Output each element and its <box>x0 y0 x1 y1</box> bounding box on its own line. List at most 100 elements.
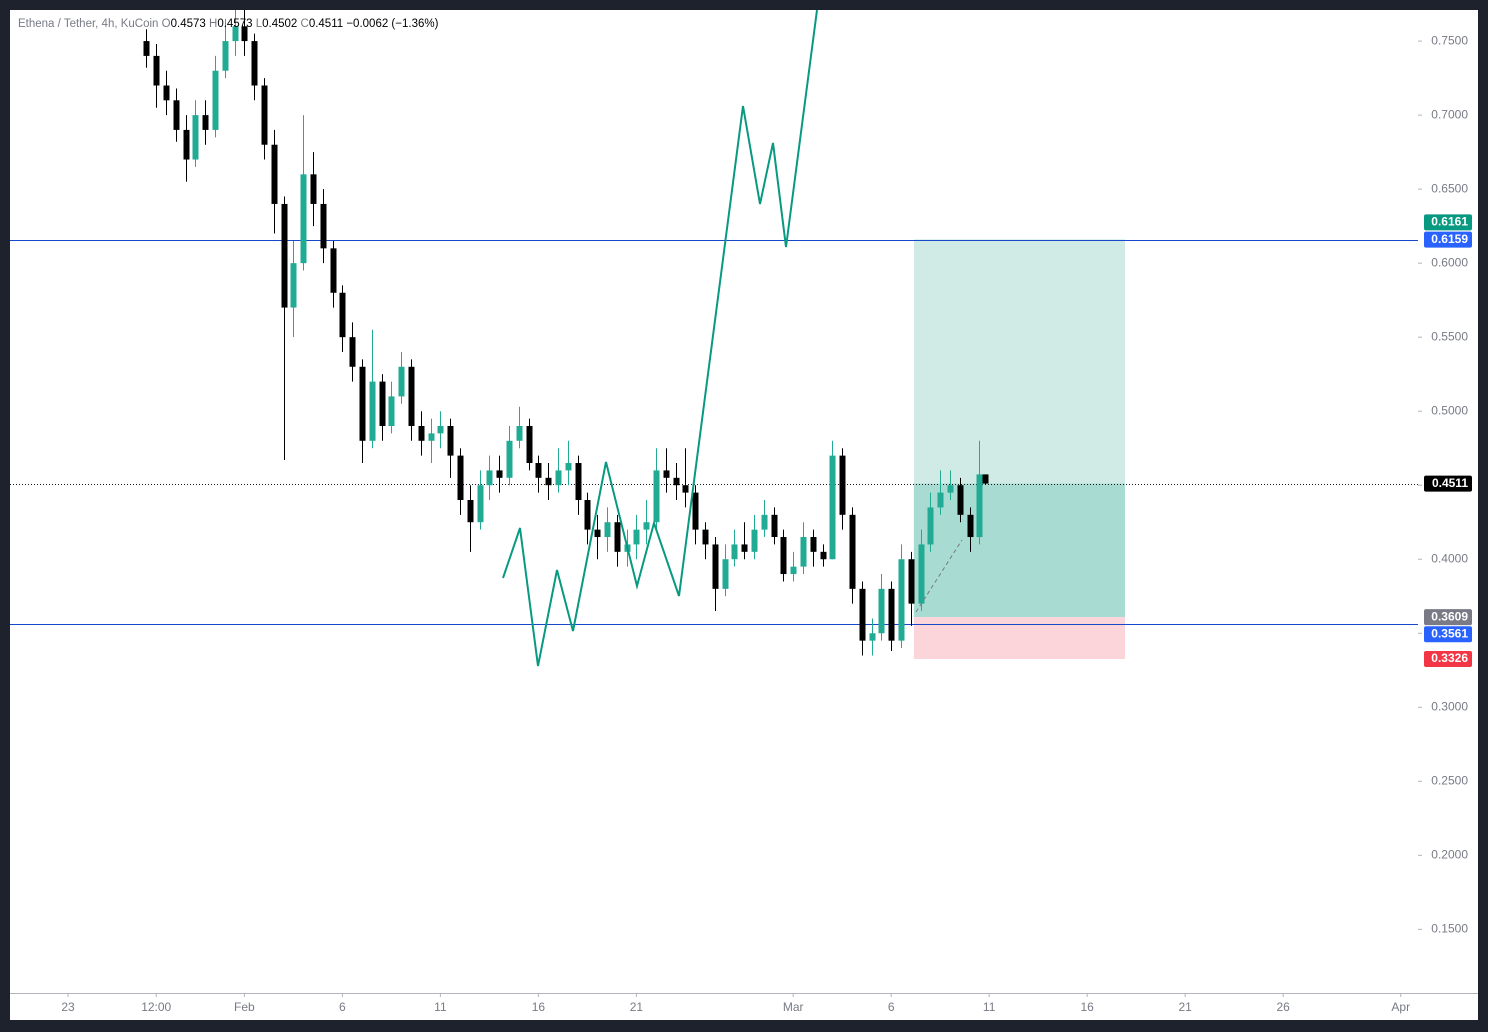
candle-body <box>369 381 376 441</box>
candle-body <box>712 544 719 589</box>
candle-body <box>408 366 415 426</box>
candle-body <box>731 544 738 560</box>
candle-body <box>535 463 542 478</box>
candle-body <box>506 440 513 478</box>
candle-body <box>751 529 758 552</box>
candle-body <box>222 41 229 71</box>
candle-body <box>633 529 640 545</box>
candle-body <box>771 514 778 538</box>
candle-body <box>477 485 484 523</box>
price-label-box <box>1424 214 1472 231</box>
price-label-box <box>1424 626 1472 643</box>
price-label-box <box>1424 231 1472 248</box>
candle-body <box>467 500 474 523</box>
price-label: 0.6161 <box>1431 214 1468 228</box>
lines-layer <box>10 240 1418 625</box>
candle-body <box>908 559 915 604</box>
x-tick-label: 16 <box>532 1000 546 1014</box>
candle-body <box>810 537 817 552</box>
price-label-box <box>1424 609 1472 626</box>
candle-body <box>202 115 209 130</box>
trend-drawing <box>502 10 818 667</box>
candle-body <box>976 474 983 538</box>
candle-body <box>457 455 464 501</box>
candle-body <box>741 544 748 552</box>
candle-body <box>261 85 268 145</box>
candle-body <box>604 522 611 538</box>
y-tick-label: 0.6500 <box>1431 181 1468 195</box>
candles-layer <box>143 10 989 656</box>
candle-body <box>800 537 807 567</box>
y-tick-label: 0.4000 <box>1431 551 1468 565</box>
candle-body <box>388 396 395 426</box>
candle-body <box>761 514 768 530</box>
candle-body <box>349 337 356 367</box>
candle-body <box>692 492 699 530</box>
price-label: 0.4511 <box>1432 476 1468 490</box>
candle-body <box>702 529 709 545</box>
candle-body <box>888 588 895 641</box>
ohlc-key: H <box>209 18 217 30</box>
candle-body <box>869 633 876 641</box>
candle-body <box>614 522 621 552</box>
candle-body <box>555 470 562 486</box>
x-tick-label: 11 <box>434 1000 447 1014</box>
candle-body <box>143 41 150 56</box>
candle-body <box>183 129 190 160</box>
candle-body <box>496 470 503 478</box>
candle-body <box>967 514 974 538</box>
candle-body <box>878 588 885 634</box>
candle-body <box>320 203 327 249</box>
candle-body <box>251 41 258 86</box>
x-tick-label: 16 <box>1080 1000 1094 1014</box>
price-label: 0.3326 <box>1431 651 1468 665</box>
candle-body <box>192 115 199 160</box>
candle-body <box>398 366 405 397</box>
dashed-drawing <box>915 539 963 613</box>
candle-body <box>839 455 846 515</box>
candle-body <box>310 174 317 204</box>
y-tick-label: 0.7500 <box>1431 33 1468 47</box>
candle-body <box>790 566 797 575</box>
y-tick-label: 0.5000 <box>1431 403 1468 417</box>
chart-background <box>10 10 1478 1020</box>
y-tick-label: 0.2000 <box>1431 847 1468 861</box>
y-tick-label: 0.1500 <box>1431 922 1468 936</box>
position-stop-zone <box>913 617 1125 660</box>
candle-body <box>290 263 297 308</box>
candle-body <box>859 588 866 641</box>
candle-body <box>418 425 425 441</box>
price-label-box <box>1424 475 1472 492</box>
axes-layer: 0.7500 0.7000 0.6500 0.6000 0.5500 0.5000 0.45… <box>61 33 1472 1014</box>
x-tick-label: 21 <box>1178 1000 1192 1014</box>
x-tick-label: 21 <box>630 1000 644 1014</box>
candle-body <box>663 470 670 478</box>
candle-body <box>898 559 905 641</box>
candle-body <box>653 470 660 523</box>
drawings <box>502 10 963 667</box>
candle-body <box>545 477 552 486</box>
price-label-box <box>1424 651 1472 668</box>
x-tick-label: 6 <box>339 1000 346 1014</box>
candle-body <box>918 544 925 604</box>
candle-body <box>379 381 386 426</box>
ohlc-key: L <box>256 18 263 30</box>
price-label: 0.3609 <box>1431 609 1468 623</box>
candle-body <box>447 425 454 456</box>
candle-body <box>947 485 954 493</box>
y-tick-label: 0.7000 <box>1431 107 1468 121</box>
candle-body <box>300 174 307 264</box>
x-tick-label: Feb <box>234 1000 255 1014</box>
y-tick-label: 0.6000 <box>1431 255 1468 269</box>
candle-body <box>673 477 680 486</box>
candle-body <box>820 551 827 560</box>
candle-body <box>849 514 856 589</box>
change: −0.0062 (−1.36%) <box>346 18 438 30</box>
candle-body <box>271 144 278 204</box>
x-tick-label: 12:00 <box>141 1000 171 1014</box>
ohlc-value: 0.4573 <box>217 18 252 30</box>
ohlc-key: O <box>162 18 171 30</box>
ohlc-value: 0.4573 <box>171 18 206 30</box>
